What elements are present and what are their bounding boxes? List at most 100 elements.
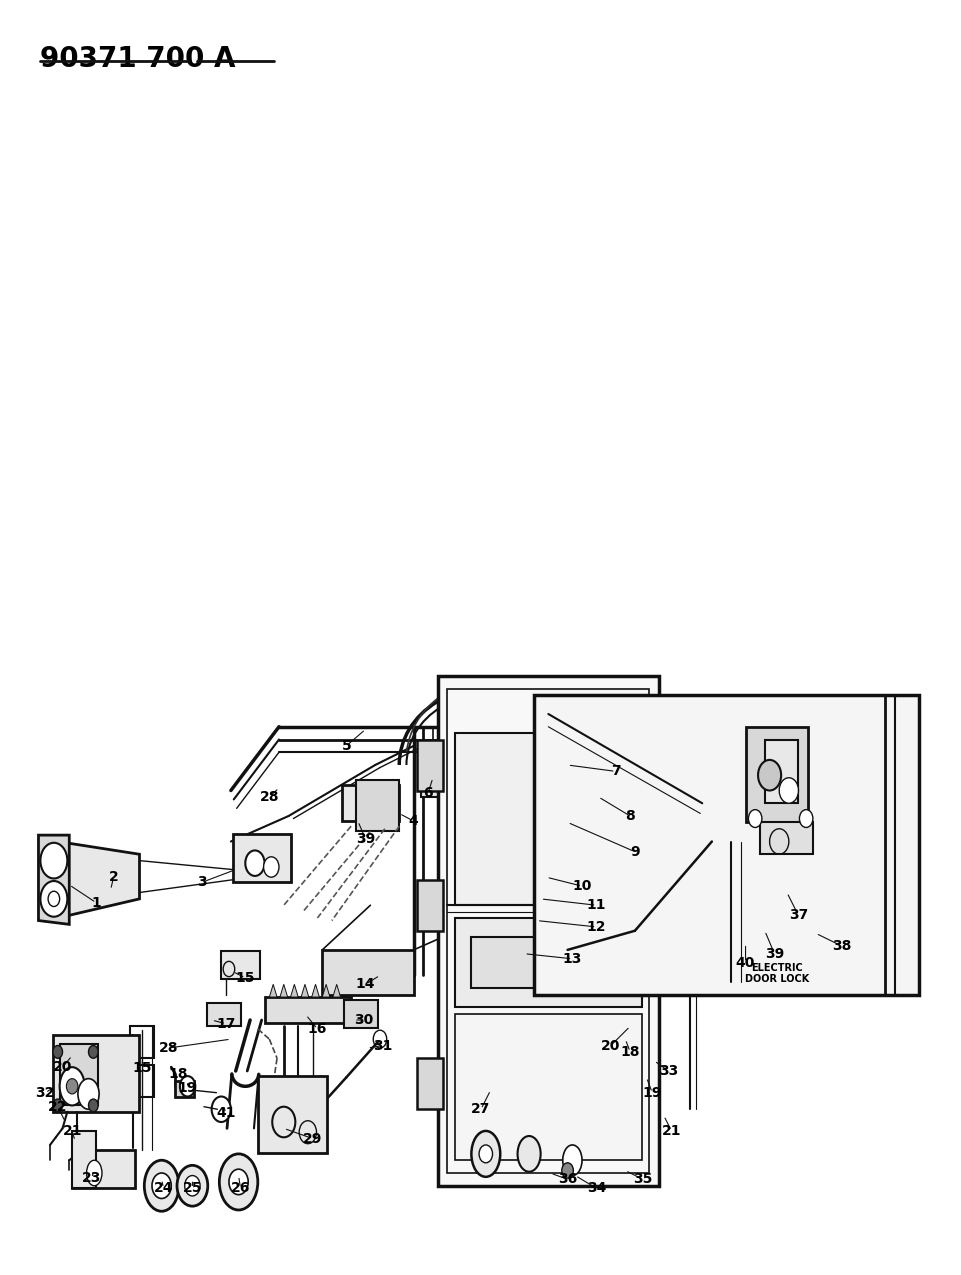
Text: 30: 30	[354, 1014, 373, 1026]
Ellipse shape	[561, 1163, 573, 1178]
Ellipse shape	[211, 1096, 231, 1122]
Ellipse shape	[180, 1076, 195, 1096]
Ellipse shape	[748, 810, 761, 827]
Ellipse shape	[177, 1165, 208, 1206]
Ellipse shape	[778, 778, 798, 803]
Bar	[455, 918, 641, 1007]
Ellipse shape	[539, 807, 547, 817]
Text: 36: 36	[557, 1173, 577, 1186]
Text: 41: 41	[216, 1107, 235, 1119]
Text: 12: 12	[586, 921, 605, 933]
Ellipse shape	[546, 803, 554, 813]
Bar	[437, 676, 658, 1186]
Text: 4: 4	[408, 815, 418, 827]
Text: 8: 8	[625, 810, 634, 822]
Bar	[421, 759, 445, 797]
Bar	[341, 785, 399, 821]
Bar	[233, 834, 290, 882]
Text: 13: 13	[562, 952, 581, 965]
Ellipse shape	[66, 1079, 78, 1094]
Ellipse shape	[560, 782, 583, 812]
Text: 33: 33	[658, 1065, 678, 1077]
Text: 26: 26	[231, 1182, 250, 1195]
Ellipse shape	[245, 850, 264, 876]
Ellipse shape	[229, 1169, 248, 1195]
Bar	[72, 1131, 96, 1188]
Ellipse shape	[471, 1131, 500, 1177]
Text: 14: 14	[356, 978, 375, 991]
Bar	[455, 1014, 641, 1160]
Text: 20: 20	[601, 1039, 620, 1052]
Bar	[258, 1076, 327, 1153]
Ellipse shape	[488, 947, 502, 965]
Ellipse shape	[757, 760, 780, 790]
Ellipse shape	[40, 843, 67, 878]
Ellipse shape	[88, 1046, 98, 1058]
Ellipse shape	[553, 807, 560, 817]
Ellipse shape	[40, 881, 67, 917]
Text: 90371 700 A: 90371 700 A	[40, 45, 235, 73]
Bar	[455, 733, 641, 905]
Ellipse shape	[799, 810, 812, 827]
Text: 15: 15	[133, 1062, 152, 1075]
Text: 18: 18	[620, 1046, 639, 1058]
Text: 2: 2	[109, 871, 118, 884]
Text: 28: 28	[159, 1042, 178, 1054]
Bar	[416, 740, 443, 790]
Ellipse shape	[152, 1173, 171, 1198]
Bar	[264, 997, 351, 1023]
Text: 38: 38	[831, 940, 850, 952]
Bar	[175, 1081, 194, 1096]
Text: 17: 17	[216, 1017, 235, 1030]
Ellipse shape	[53, 1099, 62, 1112]
Bar	[653, 854, 690, 931]
Bar	[764, 740, 798, 803]
Text: 24: 24	[154, 1182, 173, 1195]
Polygon shape	[290, 984, 298, 997]
Bar	[416, 880, 443, 931]
Bar	[514, 729, 562, 780]
Bar	[72, 1150, 135, 1188]
Bar	[53, 1035, 139, 1112]
Polygon shape	[311, 984, 319, 997]
Polygon shape	[58, 842, 139, 918]
Ellipse shape	[546, 833, 554, 843]
Text: 25: 25	[183, 1182, 202, 1195]
Ellipse shape	[553, 827, 560, 838]
Text: 27: 27	[471, 1103, 490, 1116]
Text: 20: 20	[53, 1061, 72, 1074]
Bar	[533, 695, 918, 994]
Ellipse shape	[185, 1176, 200, 1196]
Ellipse shape	[60, 1067, 85, 1105]
Ellipse shape	[532, 797, 567, 848]
Bar	[658, 784, 685, 829]
Text: 31: 31	[373, 1039, 392, 1052]
Polygon shape	[280, 984, 287, 997]
Bar	[207, 1003, 240, 1026]
Text: 29: 29	[303, 1132, 322, 1145]
Ellipse shape	[219, 1154, 258, 1210]
Text: 32: 32	[36, 1086, 55, 1099]
Bar	[60, 1044, 98, 1105]
Ellipse shape	[660, 882, 679, 908]
Text: 19: 19	[178, 1081, 197, 1094]
Text: 39: 39	[764, 947, 783, 960]
Bar	[447, 688, 649, 1173]
Polygon shape	[269, 984, 277, 997]
Text: 34: 34	[586, 1182, 605, 1195]
Polygon shape	[333, 984, 340, 997]
Ellipse shape	[479, 1145, 492, 1163]
Bar	[471, 937, 625, 988]
Bar	[745, 727, 807, 822]
Text: ELECTRIC
DOOR LOCK: ELECTRIC DOOR LOCK	[745, 963, 808, 984]
Bar	[480, 931, 524, 963]
Text: 16: 16	[308, 1023, 327, 1035]
Bar	[496, 908, 532, 926]
Ellipse shape	[503, 945, 516, 963]
Polygon shape	[322, 984, 330, 997]
Text: 21: 21	[661, 1125, 680, 1137]
Ellipse shape	[144, 1160, 179, 1211]
Polygon shape	[301, 984, 308, 997]
Text: 21: 21	[62, 1125, 82, 1137]
Ellipse shape	[541, 811, 558, 834]
